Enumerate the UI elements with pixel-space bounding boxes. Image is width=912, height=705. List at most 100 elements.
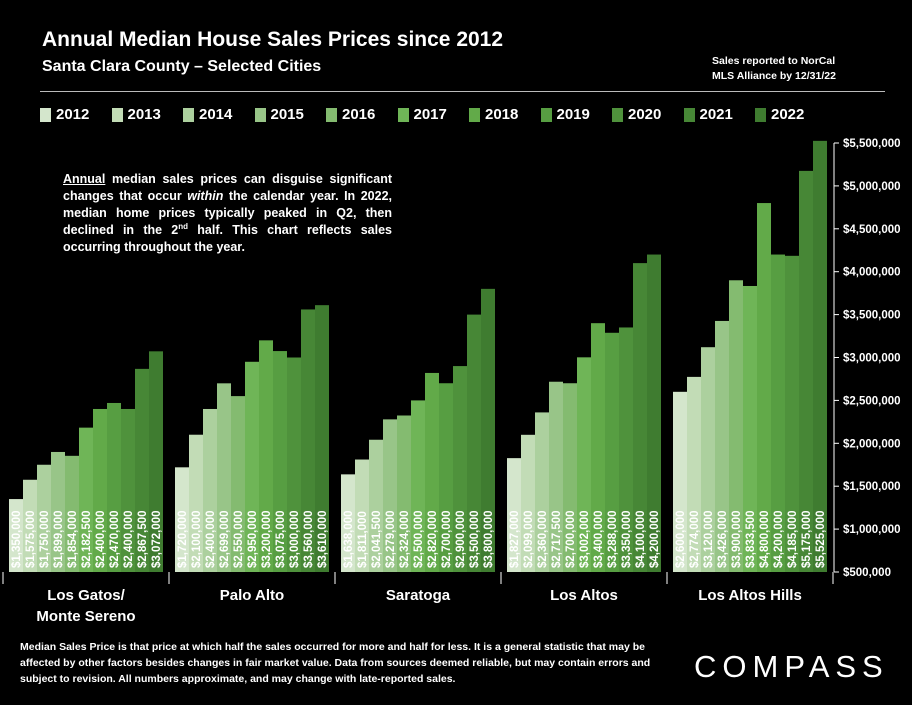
bar-1-2018 <box>259 340 273 572</box>
legend-label: 2017 <box>413 106 447 123</box>
bar-value-label: $2,950,000 <box>247 510 259 568</box>
bar-value-label: $3,120,000 <box>703 510 715 568</box>
bar-0-2021 <box>135 368 149 572</box>
bar-2-2014 <box>369 439 383 572</box>
bar-value-label: $2,500,000 <box>413 510 425 568</box>
bar-value-label: $3,075,000 <box>275 510 287 568</box>
bar-0-2020 <box>121 408 135 572</box>
category-label: Saratoga <box>386 587 451 604</box>
bar-4-2020 <box>785 255 799 572</box>
bar-2-2016 <box>397 415 411 572</box>
bar-0-2022 <box>149 351 163 572</box>
sales-note-line-1: Sales reported to NorCal <box>712 55 836 67</box>
bar-value-label: $2,820,000 <box>427 510 439 568</box>
bar-value-label: $2,041,500 <box>371 510 383 568</box>
y-tick-label: $2,500,000 <box>843 395 901 407</box>
bar-4-2016 <box>729 280 743 572</box>
bar-value-label: $3,900,000 <box>731 510 743 568</box>
legend-label: 2015 <box>270 106 304 123</box>
bar-2-2017 <box>411 400 425 572</box>
bar-value-label: $4,200,000 <box>773 510 785 568</box>
bar-value-label: $1,811,000 <box>357 511 369 568</box>
bar-value-label: $1,720,000 <box>177 510 189 568</box>
bar-value-label: $3,200,000 <box>261 510 273 568</box>
legend-swatch <box>111 107 123 122</box>
legend-swatch <box>540 107 552 122</box>
compass-logo: COMPASS <box>694 649 889 684</box>
bar-4-2013 <box>687 376 701 572</box>
legend-item-2020: 2020 <box>612 106 684 123</box>
y-tick-label: $2,000,000 <box>843 438 901 450</box>
bar-value-label: $2,360,000 <box>537 510 549 568</box>
bar-3-2012 <box>507 458 521 572</box>
bar-4-2021 <box>799 170 813 572</box>
bar-value-label: $4,800,000 <box>759 510 771 568</box>
bar-2-2012 <box>341 474 355 572</box>
bar-value-label: $2,400,000 <box>123 510 135 568</box>
bar-2-2018 <box>425 372 439 572</box>
bar-2-2013 <box>355 459 369 572</box>
bar-value-label: $1,575,000 <box>25 510 37 568</box>
annotation-superscript: nd <box>178 221 189 231</box>
bar-value-label: $2,550,000 <box>233 510 245 568</box>
bar-value-label: $3,000,000 <box>289 510 301 568</box>
bar-value-label: $2,699,000 <box>219 510 231 568</box>
bar-1-2020 <box>287 357 301 572</box>
header-divider <box>40 91 885 92</box>
bar-2-2019 <box>439 383 453 572</box>
bar-1-2012 <box>175 467 189 572</box>
sales-note: Sales reported to NorCal MLS Alliance by… <box>712 54 836 84</box>
bar-value-label: $2,900,000 <box>455 510 467 568</box>
legend-item-2015: 2015 <box>254 106 327 123</box>
legend-label: 2016 <box>342 106 376 123</box>
bar-2-2020 <box>453 366 467 572</box>
bar-4-2019 <box>771 254 785 573</box>
bar-3-2021 <box>633 263 647 572</box>
bar-value-label: $2,717,500 <box>551 510 563 568</box>
bar-value-label: $2,100,000 <box>191 510 203 568</box>
legend-item-2017: 2017 <box>397 106 470 123</box>
bar-value-label: $2,279,000 <box>385 510 397 568</box>
footer-disclaimer: Median Sales Price is that price at whic… <box>20 641 651 685</box>
bar-0-2019 <box>107 402 121 572</box>
bar-value-label: $1,827,000 <box>509 510 521 568</box>
bar-1-2016 <box>231 396 245 572</box>
legend-item-2018: 2018 <box>469 106 541 123</box>
legend-item-2012: 2012 <box>40 106 112 123</box>
bar-value-label: $2,182,500 <box>81 510 93 568</box>
bar-value-label: $4,100,000 <box>635 510 647 568</box>
chart-annotation: Annual median sales prices can disguise … <box>63 171 392 256</box>
bar-value-label: $2,099,000 <box>523 510 535 568</box>
bar-value-label: $3,610,000 <box>317 510 329 568</box>
bar-value-label: $1,854,000 <box>67 510 79 568</box>
bar-value-label: $2,700,000 <box>565 510 577 568</box>
legend-label: 2022 <box>771 106 805 123</box>
legend-label: 2019 <box>556 106 590 123</box>
y-tick-label: $4,500,000 <box>843 224 901 236</box>
bar-4-2012 <box>673 391 687 572</box>
legend-label: 2012 <box>56 106 90 123</box>
bar-3-2020 <box>619 327 633 572</box>
category-label: Los Gatos/ <box>47 587 125 604</box>
bar-value-label: $1,899,000 <box>53 510 65 568</box>
bar-value-label: $3,002,000 <box>579 510 591 568</box>
category-label: Los Altos <box>550 587 618 604</box>
legend-item-2016: 2016 <box>326 106 398 123</box>
bar-value-label: $5,525,000 <box>815 510 827 568</box>
bar-value-label: $3,072,000 <box>151 510 163 568</box>
bar-1-2022 <box>315 305 329 572</box>
legend-swatch <box>40 107 51 122</box>
legend-swatch <box>469 107 480 122</box>
y-tick-label: $500,000 <box>843 567 891 579</box>
bar-1-2019 <box>273 351 287 572</box>
bar-1-2015 <box>217 383 231 572</box>
annotation-text-2: the calendar year. In 2022, median home … <box>63 189 392 237</box>
chart-subtitle: Santa Clara County – Selected Cities <box>42 58 322 75</box>
bar-0-2012 <box>9 499 23 572</box>
bar-value-label: $3,500,000 <box>469 510 481 568</box>
annotation-emphasis-within: within <box>187 189 224 203</box>
bar-4-2015 <box>715 320 729 572</box>
bar-1-2013 <box>189 434 203 572</box>
bar-value-label: $4,185,000 <box>787 510 799 568</box>
